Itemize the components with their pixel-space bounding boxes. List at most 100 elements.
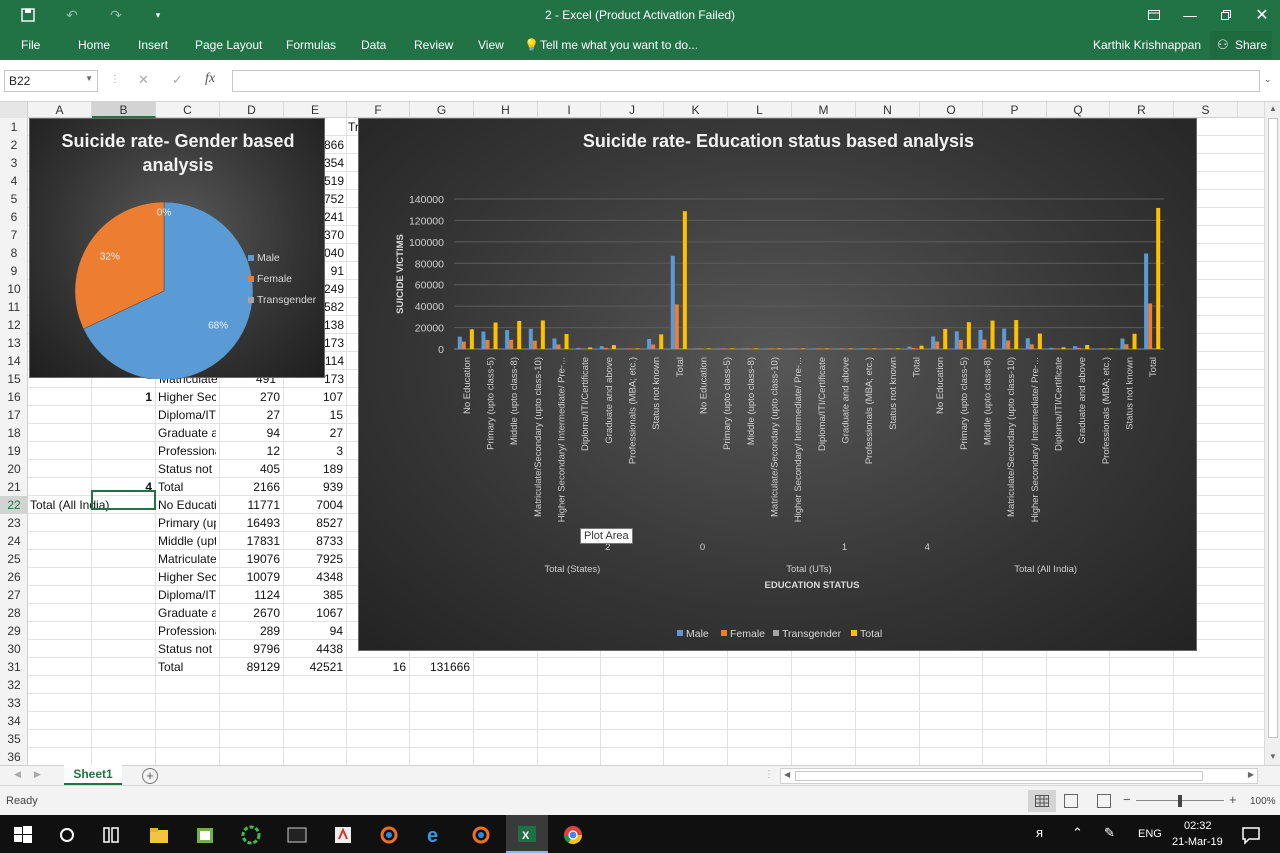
cell-e18[interactable]: 27 — [329, 426, 343, 440]
bar-male-27[interactable] — [1096, 348, 1101, 349]
column-header-f[interactable]: F — [347, 102, 410, 118]
bar-total-25[interactable] — [1061, 347, 1066, 349]
cell-e9[interactable]: 91 — [330, 264, 344, 278]
zoom-slider-handle[interactable] — [1178, 795, 1182, 807]
bar-male-24[interactable] — [1025, 338, 1030, 349]
cell-c22[interactable]: No Educatio — [158, 498, 216, 512]
row-header-27[interactable]: 27 — [7, 588, 21, 602]
column-header-o[interactable]: O — [920, 102, 983, 118]
row-header-3[interactable]: 3 — [10, 156, 18, 170]
sync-app-2-icon[interactable] — [470, 824, 492, 846]
bar-total-12[interactable] — [753, 348, 758, 349]
bar-female-21[interactable] — [958, 339, 963, 349]
bar-male-17[interactable] — [860, 348, 865, 349]
bar-male-26[interactable] — [1073, 346, 1078, 349]
insert-function-icon[interactable]: fx — [205, 71, 216, 86]
row-header-31[interactable]: 31 — [7, 660, 21, 674]
bar-female-2[interactable] — [509, 339, 514, 349]
bar-total-4[interactable] — [564, 334, 569, 349]
cell-e31[interactable]: 42521 — [309, 660, 343, 674]
bar-male-5[interactable] — [576, 347, 581, 349]
column-header-q[interactable]: Q — [1047, 102, 1110, 118]
cell-c20[interactable]: Status not k — [158, 462, 216, 476]
row-header-22[interactable]: 22 — [0, 496, 28, 514]
row-header-6[interactable]: 6 — [10, 210, 18, 224]
bar-male-25[interactable] — [1049, 347, 1054, 349]
row-header-29[interactable]: 29 — [7, 624, 21, 638]
cell-e30[interactable]: 4438 — [316, 642, 343, 656]
bar-male-2[interactable] — [505, 330, 510, 349]
java-ide-icon[interactable] — [332, 824, 354, 846]
row-header-14[interactable]: 14 — [7, 354, 21, 368]
cell-d31[interactable]: 89129 — [246, 660, 280, 674]
row-header-4[interactable]: 4 — [10, 174, 18, 188]
row-header-7[interactable]: 7 — [10, 228, 18, 242]
row-header-35[interactable]: 35 — [7, 732, 21, 746]
cell-c25[interactable]: Matriculate — [158, 552, 216, 566]
cell-d28[interactable]: 2670 — [253, 606, 280, 620]
row-header-15[interactable]: 15 — [7, 372, 21, 386]
cell-b16[interactable]: 1 — [145, 390, 152, 404]
cell-d27[interactable]: 1124 — [254, 588, 280, 602]
column-header-i[interactable]: I — [538, 102, 601, 118]
bar-total-8[interactable] — [659, 334, 664, 349]
bar-total-17[interactable] — [872, 348, 877, 349]
cell-d30[interactable]: 9796 — [253, 642, 280, 656]
name-box[interactable]: B22 ▼ — [4, 70, 98, 92]
cell-c21[interactable]: Total — [158, 480, 184, 494]
clock-date[interactable]: 21-Mar-19 — [1172, 836, 1223, 848]
bar-male-14[interactable] — [789, 348, 794, 349]
bar-female-15[interactable] — [816, 348, 821, 349]
cell-e27[interactable]: 385 — [322, 588, 343, 602]
bar-male-7[interactable] — [623, 348, 628, 349]
sheet-tab-sheet1[interactable]: Sheet1 — [64, 765, 122, 785]
cell-d20[interactable]: 405 — [259, 462, 280, 476]
bar-total-3[interactable] — [540, 320, 545, 349]
tab-page-layout[interactable]: Page Layout — [195, 38, 263, 52]
cell-e25[interactable]: 7925 — [316, 552, 343, 566]
bar-female-14[interactable] — [793, 348, 798, 349]
bar-total-2[interactable] — [517, 320, 522, 349]
column-header-g[interactable]: G — [410, 102, 474, 118]
row-header-2[interactable]: 2 — [10, 138, 18, 152]
notifications-icon[interactable] — [1240, 824, 1262, 846]
cell-c18[interactable]: Graduate a — [158, 426, 216, 440]
bar-male-28[interactable] — [1120, 338, 1125, 349]
bar-total-11[interactable] — [730, 348, 735, 349]
people-icon[interactable]: ᴙ — [1036, 825, 1044, 840]
expand-formula-bar-icon[interactable]: ⌄ — [1264, 74, 1272, 84]
cell-c27[interactable]: Diploma/IT — [158, 588, 216, 602]
cell-g31[interactable]: 131666 — [429, 660, 470, 674]
cell-e26[interactable]: 4348 — [316, 570, 343, 584]
add-sheet-button[interactable]: + — [142, 768, 158, 784]
cell-c31[interactable]: Total — [158, 660, 184, 674]
column-header-c[interactable]: C — [156, 102, 220, 118]
bar-male-23[interactable] — [1002, 328, 1007, 349]
row-header-36[interactable]: 36 — [7, 750, 21, 764]
tab-view[interactable]: View — [478, 38, 504, 52]
bar-female-12[interactable] — [745, 348, 750, 349]
scroll-down-icon[interactable]: ▼ — [1269, 752, 1277, 761]
cell-e16[interactable]: 107 — [322, 390, 343, 404]
bar-female-27[interactable] — [1100, 348, 1105, 349]
bar-female-18[interactable] — [887, 348, 892, 349]
education-bar-chart[interactable]: Suicide rate- Education status based ana… — [358, 118, 1197, 651]
cell-e5[interactable]: 752 — [323, 192, 344, 206]
bar-total-13[interactable] — [777, 348, 782, 349]
column-header-r[interactable]: R — [1110, 102, 1174, 118]
bar-male-20[interactable] — [931, 336, 936, 349]
cell-e12[interactable]: 138 — [323, 318, 344, 332]
row-header-11[interactable]: 11 — [7, 300, 21, 314]
row-header-33[interactable]: 33 — [7, 696, 21, 710]
cell-a22[interactable]: Total (All India) — [30, 498, 110, 512]
bar-female-8[interactable] — [651, 344, 656, 349]
pie-slice-male[interactable] — [83, 201, 254, 379]
bar-total-20[interactable] — [943, 328, 948, 349]
bar-female-3[interactable] — [532, 340, 537, 349]
column-header-p[interactable]: P — [983, 102, 1047, 118]
bar-total-24[interactable] — [1037, 333, 1042, 349]
scroll-up-icon[interactable]: ▲ — [1269, 104, 1277, 113]
row-header-26[interactable]: 26 — [7, 570, 21, 584]
row-header-18[interactable]: 18 — [7, 426, 21, 440]
sync-app-icon[interactable] — [378, 824, 400, 846]
